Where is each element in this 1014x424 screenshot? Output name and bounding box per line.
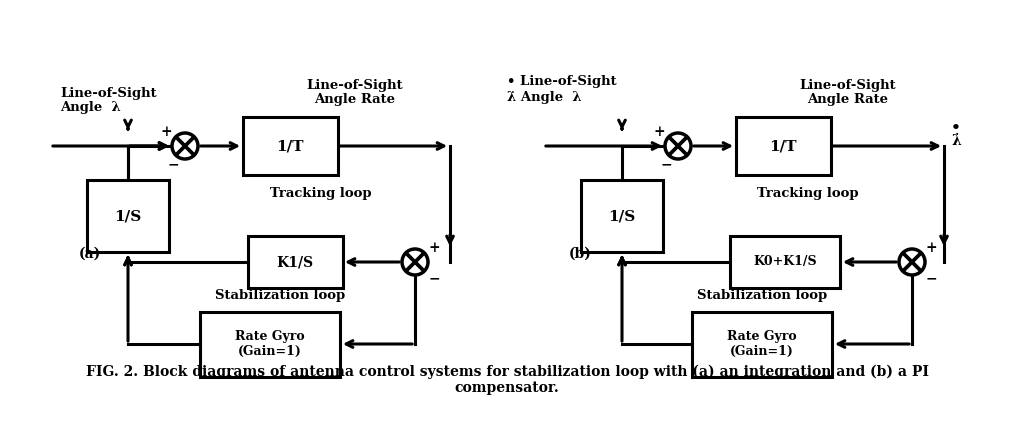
Text: (a): (a) (79, 247, 101, 261)
Circle shape (899, 249, 925, 275)
Text: Angle  λ: Angle λ (60, 101, 121, 114)
FancyBboxPatch shape (87, 180, 169, 252)
Text: +: + (160, 125, 171, 139)
FancyBboxPatch shape (581, 180, 663, 252)
Text: Line-of-Sight: Line-of-Sight (60, 87, 156, 100)
Text: Line-of-Sight: Line-of-Sight (800, 80, 896, 92)
Text: compensator.: compensator. (454, 381, 560, 395)
Text: −: − (428, 271, 440, 285)
Text: Rate Gyro
(Gain=1): Rate Gyro (Gain=1) (235, 330, 305, 358)
Text: •: • (951, 121, 961, 135)
Text: −: − (925, 271, 937, 285)
Text: 1/T: 1/T (770, 139, 797, 153)
Text: K1/S: K1/S (277, 255, 313, 269)
Text: 1/T: 1/T (276, 139, 304, 153)
Text: λ̇: λ̇ (951, 134, 961, 148)
Text: −: − (660, 157, 672, 171)
Text: Angle Rate: Angle Rate (314, 94, 395, 106)
FancyBboxPatch shape (200, 312, 340, 377)
Text: Stabilization loop: Stabilization loop (697, 290, 827, 302)
Text: Line-of-Sight: Line-of-Sight (306, 80, 404, 92)
Text: −: − (167, 157, 178, 171)
Text: +: + (925, 241, 937, 255)
Circle shape (402, 249, 428, 275)
Text: 1/S: 1/S (608, 209, 636, 223)
FancyBboxPatch shape (247, 236, 343, 288)
FancyBboxPatch shape (735, 117, 830, 175)
Text: Tracking loop: Tracking loop (757, 187, 859, 201)
Text: λ̇ Angle  λ: λ̇ Angle λ (507, 92, 582, 104)
Circle shape (172, 133, 198, 159)
Text: Rate Gyro
(Gain=1): Rate Gyro (Gain=1) (727, 330, 797, 358)
FancyBboxPatch shape (692, 312, 832, 377)
Text: K0+K1/S: K0+K1/S (753, 256, 817, 268)
Circle shape (665, 133, 691, 159)
Text: 1/S: 1/S (115, 209, 142, 223)
Text: Stabilization loop: Stabilization loop (215, 290, 345, 302)
Text: FIG. 2. Block diagrams of antenna control systems for stabilization loop with (a: FIG. 2. Block diagrams of antenna contro… (85, 365, 929, 379)
FancyBboxPatch shape (242, 117, 338, 175)
Text: Tracking loop: Tracking loop (270, 187, 371, 201)
Text: • Line-of-Sight: • Line-of-Sight (507, 75, 617, 89)
Text: Angle Rate: Angle Rate (807, 94, 888, 106)
Text: (b): (b) (569, 247, 591, 261)
Text: +: + (653, 125, 665, 139)
FancyBboxPatch shape (730, 236, 840, 288)
Text: +: + (428, 241, 440, 255)
